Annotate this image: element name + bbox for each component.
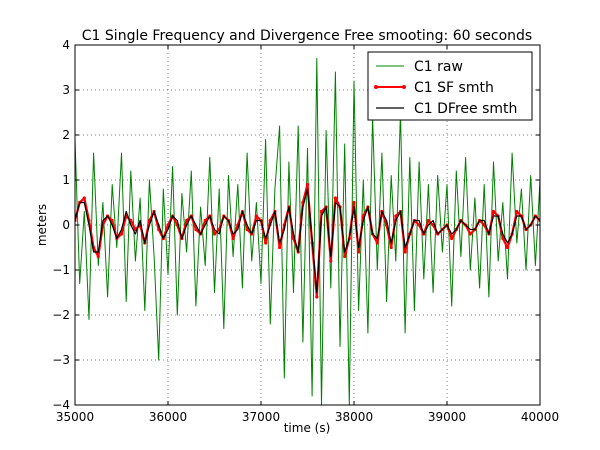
data-point xyxy=(82,196,86,200)
data-point xyxy=(245,227,249,232)
data-point xyxy=(426,218,430,223)
y-tick-label: −3 xyxy=(52,353,70,367)
data-point xyxy=(450,236,454,241)
data-point xyxy=(96,254,100,259)
data-point xyxy=(329,259,333,263)
data-point xyxy=(194,227,198,232)
y-tick-label: 3 xyxy=(62,83,70,97)
data-point xyxy=(110,218,114,223)
data-point xyxy=(203,218,207,223)
x-tick-label: 40000 xyxy=(521,410,559,424)
data-point xyxy=(333,196,337,200)
series-line-3 xyxy=(75,188,540,294)
plot-area: 35000 36000 37000 38000 39000 40000 −4 −3 −2 −1 0 1… xyxy=(52,38,559,424)
x-tick-label: 37000 xyxy=(242,410,280,424)
y-tick-label: 2 xyxy=(62,128,70,142)
x-tick-label: 36000 xyxy=(149,410,187,424)
data-point xyxy=(403,250,407,254)
data-point xyxy=(185,218,189,223)
y-tick-label: 4 xyxy=(62,38,70,52)
data-point xyxy=(119,232,124,236)
data-point xyxy=(491,209,496,214)
data-point xyxy=(278,245,282,250)
series-group xyxy=(75,58,540,405)
x-tick-label: 35000 xyxy=(56,410,94,424)
data-point xyxy=(343,254,347,259)
data-point xyxy=(264,241,268,245)
y-tick-label: 1 xyxy=(62,173,70,187)
y-tick-label: −4 xyxy=(52,398,70,412)
data-point xyxy=(357,250,361,254)
x-axis-label: time (s) xyxy=(284,421,331,435)
y-axis-label: meters xyxy=(35,204,49,246)
data-point xyxy=(315,295,319,299)
legend: C1 raw C1 SF smth C1 DFree smth xyxy=(367,51,533,121)
data-point xyxy=(389,245,393,250)
chart-title: C1 Single Frequency and Divergence Free … xyxy=(82,28,532,44)
legend-label-2: C1 SF smth xyxy=(414,80,494,96)
data-point xyxy=(505,245,510,250)
data-point xyxy=(352,200,356,205)
legend-label-1: C1 raw xyxy=(414,59,463,75)
data-point xyxy=(501,236,505,241)
data-point xyxy=(515,209,519,214)
legend-marker xyxy=(374,85,378,89)
y-tick-label: 0 xyxy=(62,218,70,232)
data-point xyxy=(305,182,310,187)
data-point xyxy=(231,236,235,241)
data-point xyxy=(394,214,398,218)
data-point xyxy=(254,214,258,218)
data-point xyxy=(375,241,379,245)
data-point xyxy=(319,209,324,214)
x-tick-label: 38000 xyxy=(335,410,373,424)
legend-marker xyxy=(402,85,406,89)
data-point xyxy=(468,232,472,236)
legend-label-3: C1 DFree smth xyxy=(414,101,517,117)
y-tick-label: −1 xyxy=(52,263,70,277)
data-point xyxy=(212,232,217,236)
y-tick-label: −2 xyxy=(52,308,70,322)
x-tick-label: 39000 xyxy=(428,410,466,424)
